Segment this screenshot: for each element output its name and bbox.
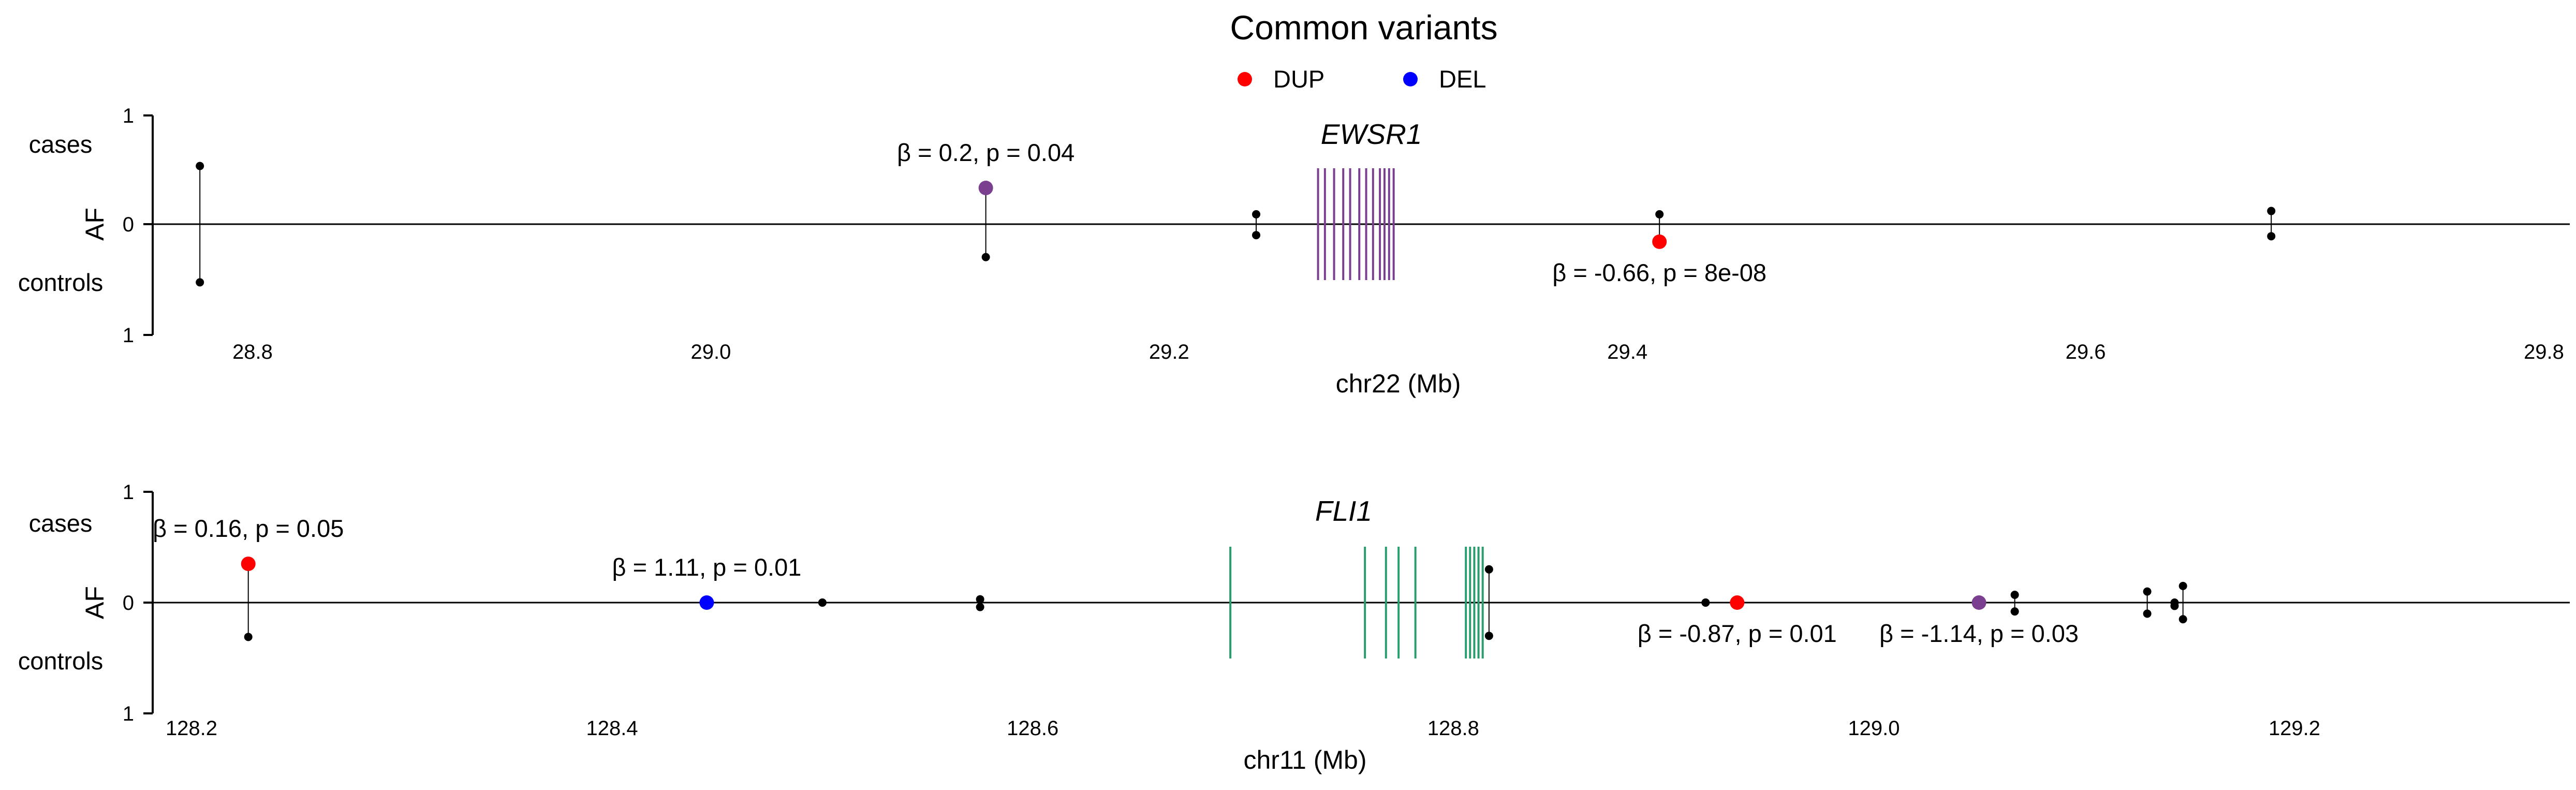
- x-tick-label: 129.0: [1848, 717, 1900, 740]
- x-tick-label: 128.2: [166, 717, 217, 740]
- variant-control-point: [196, 278, 204, 287]
- cases-label: cases: [29, 130, 93, 158]
- y-tick-label: 0: [123, 592, 134, 615]
- variant-control-point: [2010, 607, 2019, 616]
- variant-control-point: [976, 603, 984, 611]
- variant-case-point: [2143, 587, 2152, 596]
- x-tick-label: 28.8: [232, 341, 273, 363]
- x-tick-label: 128.6: [1007, 717, 1058, 740]
- variant-highlight-point: [699, 595, 714, 610]
- variant-control-point: [2170, 602, 2179, 610]
- panel-chr22: 1 0 1 cases controls AF 28.8 29.0 29.2 29.4 29.6 29…: [18, 105, 2570, 398]
- variant-case-point: [196, 162, 204, 170]
- x-tick-label: 29.4: [1607, 341, 1647, 363]
- legend: DUP DEL: [1238, 65, 1486, 93]
- variant-annotation: β = 0.16, p = 0.05: [153, 515, 344, 542]
- variant-control-point: [2178, 615, 2187, 624]
- cases-label: cases: [29, 509, 93, 537]
- variant-case-point: [2267, 207, 2276, 215]
- y-tick-label: 1: [123, 703, 134, 725]
- legend-del-label: DEL: [1439, 65, 1486, 93]
- gene-name: FLI1: [1315, 495, 1372, 527]
- controls-label: controls: [18, 647, 104, 675]
- variant-case-point: [2178, 581, 2187, 590]
- variant-highlight-point: [241, 557, 256, 572]
- variant-case-point: [1655, 210, 1664, 218]
- x-tick-label: 29.6: [2066, 341, 2106, 363]
- y-tick-label: 1: [123, 105, 134, 127]
- x-tick-label: 29.2: [1149, 341, 1189, 363]
- x-tick-label: 29.8: [2524, 341, 2564, 363]
- variant-annotation: β = -0.87, p = 0.01: [1638, 620, 1837, 647]
- legend-dup-marker: [1238, 72, 1252, 86]
- y-axis-title: AF: [80, 208, 109, 241]
- variant-control-point: [2267, 232, 2276, 241]
- x-tick-label: 128.4: [586, 717, 638, 740]
- legend-del-marker: [1403, 72, 1418, 86]
- variant-highlight-point: [1971, 595, 1986, 610]
- variant-highlight-point: [978, 181, 993, 196]
- variant-annotation: β = -1.14, p = 0.03: [1879, 620, 2079, 647]
- x-tick-label: 128.8: [1427, 717, 1479, 740]
- variant-case-point: [976, 595, 984, 604]
- variant-control-point: [2143, 609, 2152, 618]
- y-axis-title: AF: [80, 586, 109, 619]
- variant-control-point: [1484, 632, 1493, 640]
- variant-annotation: β = 1.11, p = 0.01: [612, 553, 801, 581]
- figure-title: Common variants: [1230, 8, 1497, 47]
- panel-chr11: 1 0 1 cases controls AF 128.2 128.4 128.6 128.8 12…: [18, 481, 2570, 774]
- x-axis-title: chr22 (Mb): [1336, 369, 1461, 398]
- x-tick-label: 29.0: [690, 341, 731, 363]
- variant-case-point: [1252, 210, 1261, 218]
- variant-highlight-point: [1730, 595, 1745, 610]
- x-tick-label: 129.2: [2269, 717, 2320, 740]
- variant-case-point: [2010, 591, 2019, 599]
- variant-control-point: [981, 253, 990, 261]
- y-tick-label: 0: [123, 213, 134, 236]
- variant-control-point: [818, 598, 827, 607]
- variant-annotation: β = 0.2, p = 0.04: [897, 139, 1074, 166]
- controls-label: controls: [18, 269, 104, 296]
- variant-highlight-point: [1652, 234, 1667, 249]
- legend-dup-label: DUP: [1273, 65, 1324, 93]
- variant-annotation: β = -0.66, p = 8e-08: [1552, 259, 1767, 286]
- variant-control-point: [1252, 231, 1261, 240]
- x-axis-title: chr11 (Mb): [1243, 745, 1366, 774]
- gene-name: EWSR1: [1321, 118, 1422, 150]
- variant-control-point: [244, 633, 253, 641]
- variant-control-point: [1701, 598, 1710, 607]
- variant-case-point: [1484, 565, 1493, 574]
- y-tick-label: 1: [123, 324, 134, 347]
- y-tick-label: 1: [123, 481, 134, 504]
